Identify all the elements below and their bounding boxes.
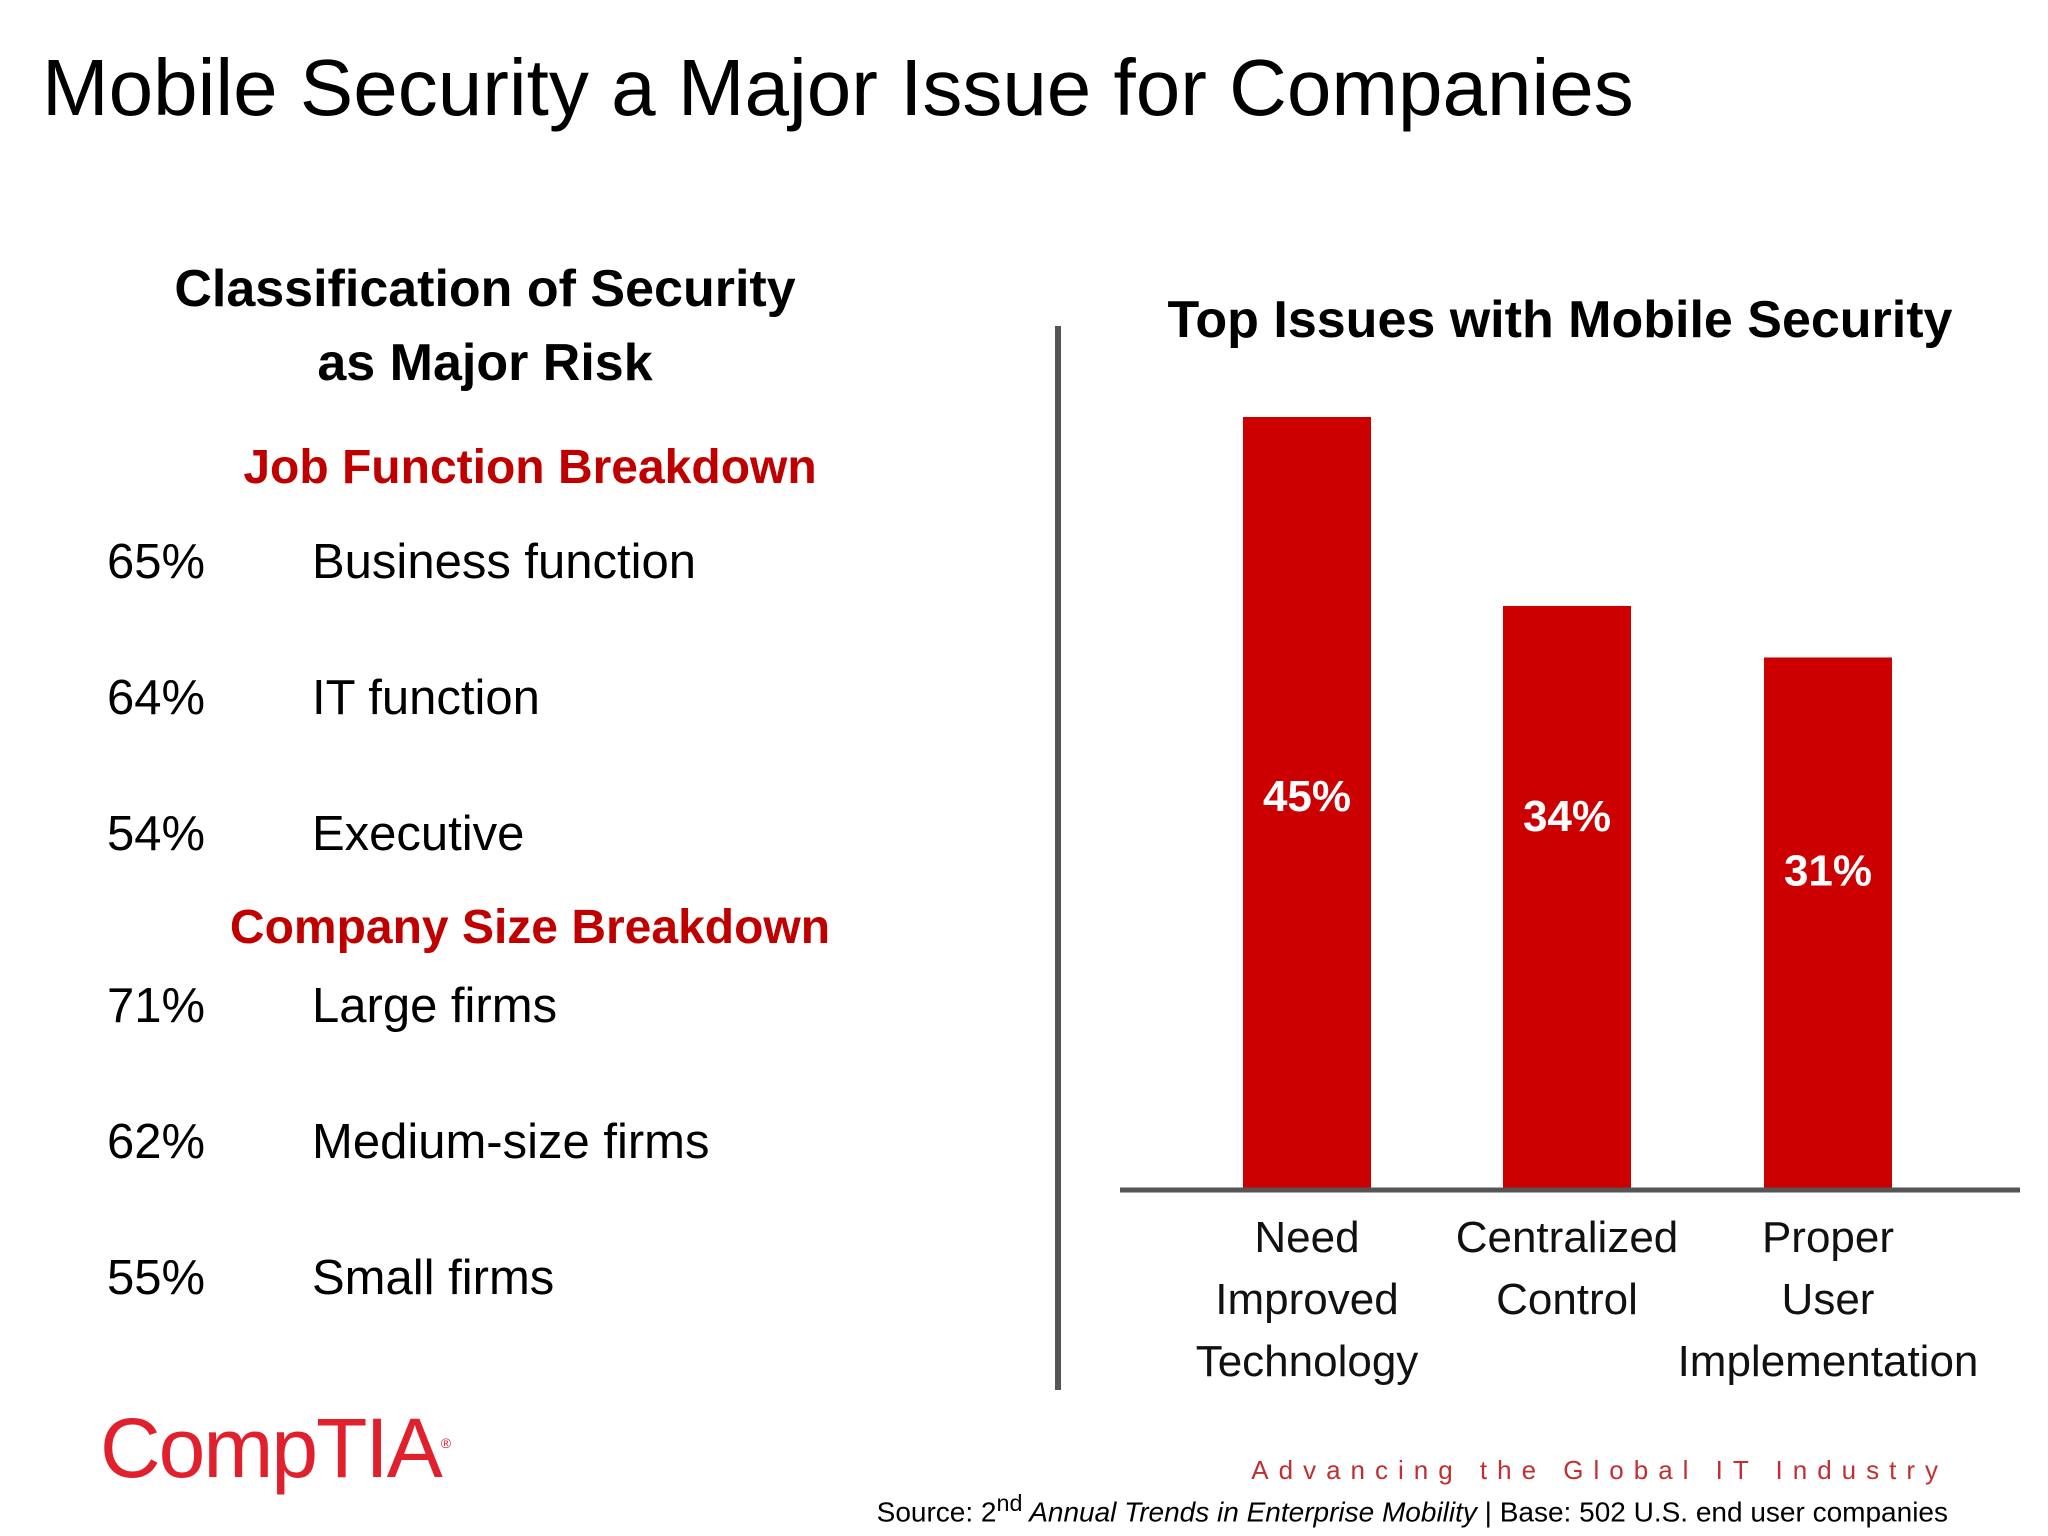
bar xyxy=(1243,417,1371,1190)
job-function-pct: 54% xyxy=(107,807,206,861)
source-superscript: nd xyxy=(996,1490,1023,1516)
source-note: Source: 2nd Annual Trends in Enterprise … xyxy=(877,1490,1948,1528)
category-label: Improved xyxy=(1215,1275,1398,1324)
chart-title: Top Issues with Mobile Security xyxy=(1167,291,1953,349)
category-label: Need xyxy=(1254,1213,1359,1262)
bar-value-label: 31% xyxy=(1784,846,1872,895)
company-size-pct: 62% xyxy=(107,1115,206,1169)
left-heading-line2: as Major Risk xyxy=(317,334,653,392)
category-label: Control xyxy=(1496,1275,1638,1324)
slide-title: Mobile Security a Major Issue for Compan… xyxy=(42,43,1634,132)
source-prefix: Source: 2 xyxy=(876,1496,997,1528)
bar xyxy=(1503,605,1631,1190)
bar xyxy=(1764,657,1892,1190)
company-size-label: Small firms xyxy=(312,1251,555,1305)
company-size-label: Large firms xyxy=(312,979,558,1033)
company-size-pct: 71% xyxy=(107,979,206,1033)
company-size-pct: 55% xyxy=(107,1251,206,1305)
source-suffix: | Base: 502 U.S. end user companies xyxy=(1476,1496,1948,1528)
category-label: User xyxy=(1782,1275,1875,1324)
tagline: Advancing the Global IT Industry xyxy=(1251,1455,1948,1485)
left-heading-line1: Classification of Security xyxy=(174,260,796,318)
job-function-label: IT function xyxy=(312,671,540,725)
company-size-label: Medium-size firms xyxy=(312,1115,710,1169)
category-labels-layer: Need Improved Technology Centralized Control… xyxy=(1196,1213,1979,1386)
bar-value-label: 45% xyxy=(1263,772,1351,821)
logo-registered-mark: ® xyxy=(440,1435,452,1451)
bar-chart: 45% 34% 31% Need Improved Technology Centrali… xyxy=(1120,417,2020,1386)
source-title: Annual Trends in Enterprise Mobility xyxy=(1022,1496,1477,1528)
left-panel-heading: Classification of Security as Major Risk xyxy=(110,252,860,400)
category-label: Centralized xyxy=(1456,1213,1679,1262)
job-function-label: Executive xyxy=(312,807,525,861)
category-label: Technology xyxy=(1196,1337,1419,1386)
bars-layer: 45% 34% 31% xyxy=(1243,417,1892,1190)
job-function-label: Business function xyxy=(312,535,697,589)
category-label: Proper xyxy=(1762,1213,1894,1262)
panel-divider xyxy=(1055,326,1061,1390)
comptia-logo: CompTIA® xyxy=(100,1400,451,1497)
company-size-heading: Company Size Breakdown xyxy=(229,901,831,954)
job-function-pct: 65% xyxy=(107,535,206,589)
job-function-heading: Job Function Breakdown xyxy=(243,441,817,494)
category-label: Implementation xyxy=(1678,1337,1979,1386)
logo-text: CompTIA xyxy=(100,1401,443,1495)
job-function-pct: 64% xyxy=(107,671,206,725)
bar-value-label: 34% xyxy=(1523,792,1611,841)
